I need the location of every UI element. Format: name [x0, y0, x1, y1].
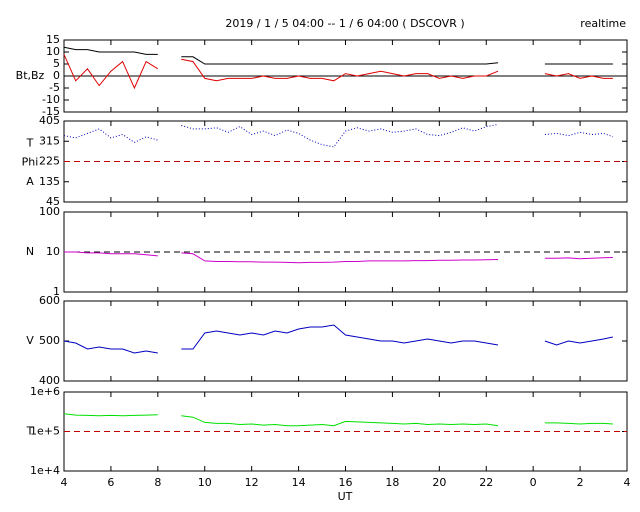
x-tick-label: 10 [198, 476, 212, 489]
y-tick-label: 315 [39, 134, 60, 147]
data-line [63, 413, 613, 427]
y-tick-label: -10 [42, 93, 60, 106]
x-axis-label: UT [338, 490, 353, 503]
y-tick-label: 1e+4 [30, 464, 60, 477]
y-axis-label: Bt,Bz [16, 69, 45, 82]
y-tick-label: 100 [39, 205, 60, 218]
y-tick-label: 15 [46, 33, 60, 46]
y-tick-label: -15 [42, 105, 60, 118]
data-line [63, 324, 614, 354]
data-line [63, 46, 613, 65]
y-axis-label: A [26, 175, 34, 188]
y-tick-label: 135 [39, 175, 60, 188]
x-tick-label: 4 [624, 476, 631, 489]
y-tick-label: 1 [53, 285, 60, 298]
y-tick-label: 10 [46, 245, 60, 258]
y-tick-label: -5 [49, 81, 60, 94]
y-tick-label: 400 [39, 374, 60, 387]
chart-title: 2019 / 1 / 5 04:00 -- 1 / 6 04:00 ( DSCO… [225, 17, 464, 30]
x-tick-label: 8 [154, 476, 161, 489]
x-tick-label: 22 [479, 476, 493, 489]
panel-frame [63, 300, 628, 382]
x-tick-label: 0 [530, 476, 537, 489]
y-tick-label: 10 [46, 45, 60, 58]
data-line [63, 54, 613, 90]
x-tick-label: 14 [292, 476, 306, 489]
y-tick-label: 500 [39, 334, 60, 347]
y-tick-label: 405 [39, 114, 60, 127]
x-tick-label: 12 [245, 476, 259, 489]
x-tick-label: 16 [339, 476, 353, 489]
y-tick-label: 0 [53, 69, 60, 82]
x-tick-label: 20 [432, 476, 446, 489]
y-axis-label: N [26, 245, 34, 258]
y-tick-label: 1e+5 [30, 425, 60, 438]
y-axis-label: Phi [22, 156, 39, 169]
y-tick-label: 45 [46, 195, 60, 208]
y-tick-label: 225 [39, 155, 60, 168]
y-axis-label: T [26, 137, 34, 150]
y-tick-label: 1e+6 [30, 385, 60, 398]
data-line [64, 251, 613, 264]
x-tick-label: 6 [107, 476, 114, 489]
y-tick-label: 600 [39, 294, 60, 307]
y-axis-label: T [26, 425, 34, 438]
x-tick-label: 4 [61, 476, 68, 489]
y-tick-label: 5 [53, 57, 60, 70]
x-tick-label: 2 [577, 476, 584, 489]
data-line [63, 123, 614, 148]
x-tick-label: 18 [385, 476, 399, 489]
subtitle: realtime [580, 17, 626, 30]
y-axis-label: V [26, 334, 34, 347]
